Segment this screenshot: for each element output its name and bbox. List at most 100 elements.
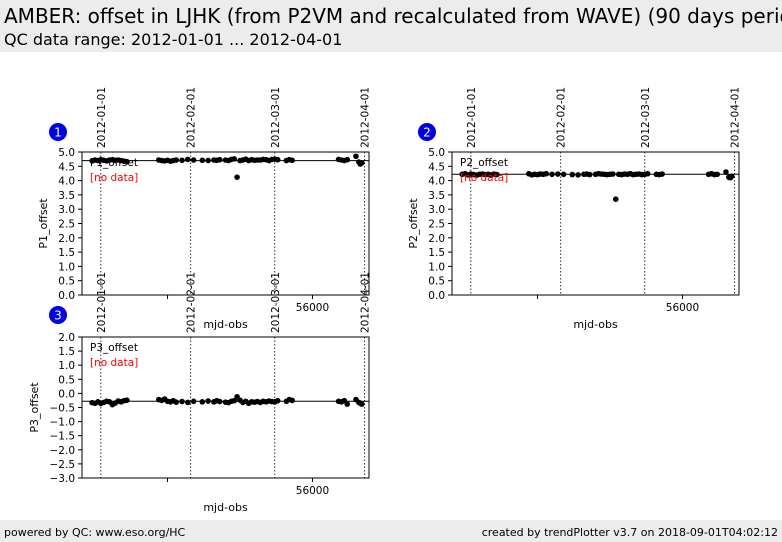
data-point — [199, 157, 206, 164]
y-tick-label: −2.0 — [50, 445, 76, 457]
data-point — [185, 156, 191, 163]
date-label: 2012-02-01 — [556, 87, 568, 148]
y-tick-label: 4.5 — [58, 161, 75, 173]
y-tick-label: 5.0 — [428, 147, 445, 159]
data-point — [353, 153, 359, 160]
data-point — [575, 172, 581, 178]
date-label: 2012-02-01 — [186, 87, 198, 148]
y-tick-label: 1.5 — [58, 247, 75, 259]
plot-frame — [81, 336, 370, 479]
data-point — [344, 401, 351, 407]
y-tick-label: 1.0 — [58, 261, 75, 273]
data-point — [560, 171, 567, 178]
data-point — [659, 171, 665, 177]
data-point — [358, 401, 365, 407]
data-point — [179, 398, 185, 405]
page-title: AMBER: offset in LJHK (from P2VM and rec… — [4, 4, 782, 28]
y-axis-label: P3_offset — [28, 382, 41, 433]
date-label: 2012-04-01 — [360, 87, 372, 148]
y-tick-label: 3.5 — [428, 190, 445, 202]
data-point — [274, 156, 281, 163]
date-label: 2012-04-01 — [730, 87, 742, 148]
plot-frame — [81, 151, 370, 296]
y-tick-label: 3.0 — [428, 204, 445, 216]
data-point — [555, 171, 561, 177]
footer-powered-by: powered by QC: www.eso.org/HC — [4, 526, 186, 539]
data-point — [216, 156, 223, 163]
y-tick-label: −2.5 — [50, 459, 76, 471]
y-axis-label: P1_offset — [37, 198, 50, 249]
badge-number: 2 — [423, 126, 431, 140]
x-axis-label: mjd-obs — [203, 318, 248, 331]
data-point — [569, 171, 576, 178]
y-tick-label: 2.5 — [428, 219, 445, 231]
date-label: 2012-03-01 — [270, 87, 282, 148]
data-point — [124, 397, 130, 403]
data-point — [205, 398, 211, 404]
y-tick-label: 0.5 — [428, 276, 445, 288]
date-label: 2012-01-01 — [466, 87, 478, 148]
y-tick-label: 5.0 — [58, 147, 75, 159]
data-point — [344, 156, 351, 163]
chart-panel-2: 2012-01-01 2012-02-01 2012-03-01 2012-04-01… — [407, 87, 742, 331]
y-tick-label: 2.5 — [58, 219, 75, 231]
report-header: AMBER: offset in LJHK (from P2VM and rec… — [0, 0, 782, 52]
legend-label: P3_offset — [90, 342, 138, 354]
legend-label: P2_offset — [460, 157, 508, 169]
data-point — [549, 171, 555, 178]
page-subtitle: QC data range: 2012-01-01 ... 2012-04-01 — [4, 30, 343, 49]
chart-panel-1: 2012-01-01 2012-02-01 2012-03-01 2012-04-01… — [37, 87, 372, 331]
panel-number-badge: 1 — [49, 123, 67, 141]
data-point — [231, 397, 237, 404]
y-tick-label: 1.5 — [58, 346, 75, 358]
data-point — [274, 397, 281, 404]
y-tick-label: −3.0 — [50, 473, 76, 485]
panel-number-badge: 2 — [418, 123, 436, 141]
y-tick-label: −0.5 — [50, 403, 76, 415]
legend-label: P1_offset — [90, 157, 138, 169]
y-tick-label: 0.0 — [58, 388, 75, 400]
y-tick-label: 2.0 — [58, 332, 75, 344]
y-tick-label: 1.5 — [428, 247, 445, 259]
y-tick-label: 2.0 — [58, 233, 75, 245]
x-tick-label: 56000 — [666, 302, 699, 314]
date-label: 2012-01-01 — [96, 272, 108, 333]
data-point — [216, 398, 223, 405]
data-point — [173, 157, 180, 163]
no-data-label: [no data] — [90, 357, 138, 369]
y-tick-label: 1.0 — [428, 261, 445, 273]
data-point — [190, 157, 197, 163]
data-point — [289, 397, 295, 404]
data-point — [289, 157, 295, 164]
y-tick-label: 4.0 — [58, 176, 75, 188]
data-point — [543, 170, 550, 177]
y-tick-label: 4.5 — [428, 161, 445, 173]
y-tick-label: 3.0 — [58, 204, 75, 216]
data-point — [124, 158, 130, 165]
data-point — [612, 196, 619, 202]
y-tick-label: 3.5 — [58, 190, 75, 202]
data-point — [728, 173, 735, 180]
chart-panel-3: 2012-01-01 2012-02-01 2012-03-01 2012-04-01… — [28, 272, 372, 514]
data-point — [185, 399, 191, 406]
data-point — [723, 169, 729, 175]
data-point — [610, 171, 616, 177]
data-point — [494, 171, 500, 178]
y-axis-label: P2_offset — [407, 198, 420, 249]
y-tick-label: 0.0 — [58, 290, 75, 302]
data-point — [644, 170, 651, 177]
data-point — [173, 399, 180, 405]
y-tick-label: −1.5 — [50, 431, 76, 443]
data-point — [205, 157, 211, 164]
date-label: 2012-04-01 — [360, 272, 372, 333]
panel-number-badge: 3 — [49, 306, 67, 324]
y-tick-label: −1.0 — [50, 417, 76, 429]
date-label: 2012-03-01 — [640, 87, 652, 148]
date-label: 2012-01-01 — [96, 87, 108, 148]
data-point — [714, 171, 721, 178]
no-data-label: [no data] — [460, 172, 508, 184]
badge-circle — [418, 123, 436, 141]
footer-created-by: created by trendPlotter v3.7 on 2018-09-… — [481, 526, 778, 539]
report-footer: powered by QC: www.eso.org/HC created by… — [0, 520, 782, 542]
date-label: 2012-03-01 — [270, 272, 282, 333]
